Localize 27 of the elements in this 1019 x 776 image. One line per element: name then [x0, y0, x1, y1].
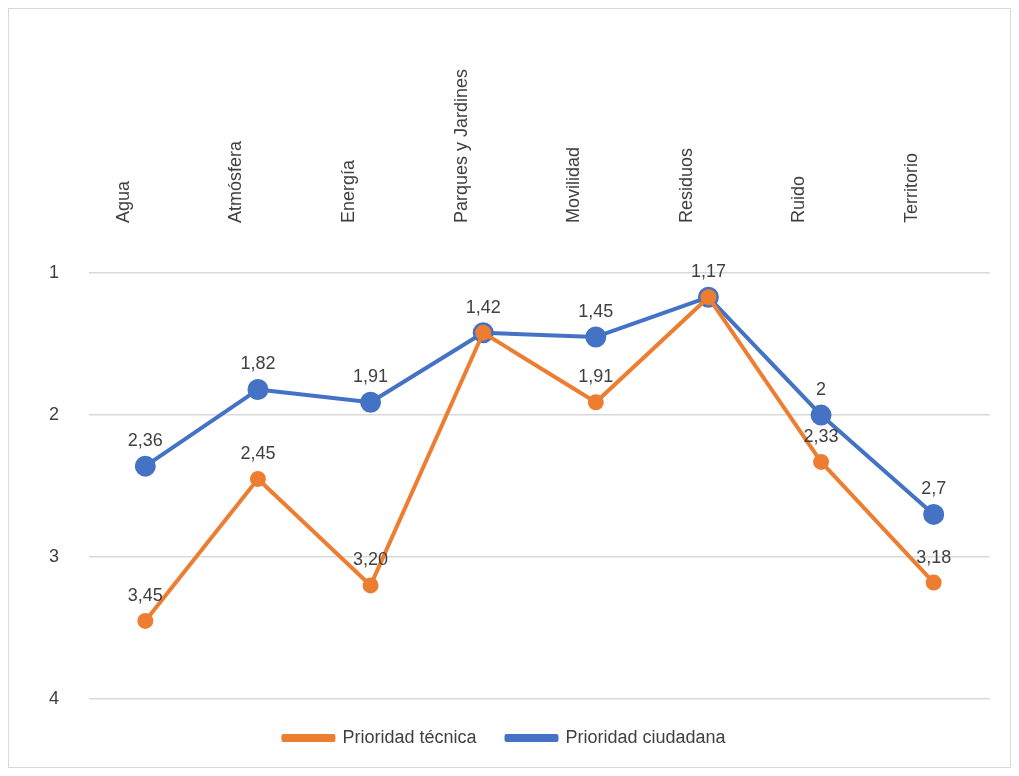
- data-label: 1,91: [353, 366, 389, 387]
- legend-label: Prioridad ciudadana: [565, 726, 727, 747]
- y-tick-label: 3: [49, 546, 60, 566]
- data-label: 2,36: [127, 430, 163, 451]
- y-tick-label: 4: [49, 687, 60, 708]
- y-tick-label: 2: [49, 404, 60, 425]
- data-label: 3,18: [916, 546, 952, 567]
- data-label: 1,42: [465, 296, 501, 317]
- x-tick-label: Ruido: [788, 176, 809, 224]
- data-label: 2: [816, 379, 827, 400]
- data-label: 1,45: [578, 300, 614, 321]
- legend-label: Prioridad técnica: [342, 726, 478, 747]
- x-tick-label: Parques y Jardines: [450, 68, 471, 224]
- x-tick-label: Residuos: [675, 148, 696, 224]
- y-tick-label: 1: [49, 262, 60, 283]
- x-tick-label: Territorio: [901, 153, 922, 224]
- x-tick-label: Agua: [112, 180, 133, 224]
- data-label: 1,82: [240, 353, 276, 374]
- data-label: 1,91: [578, 366, 614, 387]
- data-label: 2,33: [803, 425, 839, 446]
- data-label: 2,45: [240, 442, 276, 463]
- data-label: 2,7: [921, 478, 947, 499]
- x-tick-label: Energía: [337, 159, 358, 224]
- x-tick-label: Atmósfera: [225, 140, 246, 224]
- data-label: 1,17: [690, 261, 726, 282]
- x-tick-label: Movilidad: [563, 147, 584, 224]
- data-label: 3,45: [127, 584, 163, 605]
